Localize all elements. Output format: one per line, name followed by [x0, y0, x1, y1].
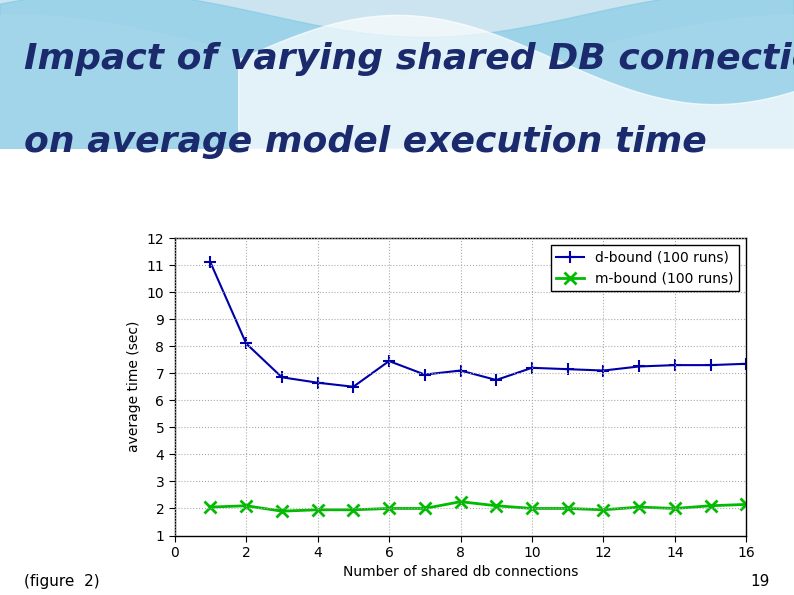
m-bound (100 runs) — [349, 506, 358, 513]
m-bound (100 runs) — [706, 502, 715, 509]
d-bound (100 runs) — [742, 360, 751, 367]
m-bound (100 runs) — [456, 498, 465, 505]
X-axis label: Number of shared db connections: Number of shared db connections — [343, 565, 578, 580]
m-bound (100 runs) — [277, 508, 287, 515]
d-bound (100 runs) — [491, 377, 501, 384]
m-bound (100 runs) — [599, 506, 608, 513]
m-bound (100 runs) — [527, 505, 537, 512]
Legend: d-bound (100 runs), m-bound (100 runs): d-bound (100 runs), m-bound (100 runs) — [551, 245, 739, 291]
d-bound (100 runs) — [349, 383, 358, 390]
Text: on average model execution time: on average model execution time — [24, 125, 707, 159]
d-bound (100 runs) — [313, 379, 322, 386]
d-bound (100 runs) — [563, 365, 572, 372]
Text: (figure  2): (figure 2) — [24, 574, 99, 589]
m-bound (100 runs) — [634, 503, 644, 511]
Line: d-bound (100 runs): d-bound (100 runs) — [205, 257, 752, 392]
m-bound (100 runs) — [241, 502, 251, 509]
Y-axis label: average time (sec): average time (sec) — [127, 321, 141, 452]
m-bound (100 runs) — [313, 506, 322, 513]
d-bound (100 runs) — [634, 363, 644, 370]
d-bound (100 runs) — [384, 358, 394, 365]
Text: Impact of varying shared DB connections: Impact of varying shared DB connections — [24, 42, 794, 76]
m-bound (100 runs) — [742, 501, 751, 508]
d-bound (100 runs) — [706, 362, 715, 369]
m-bound (100 runs) — [670, 505, 680, 512]
Text: 19: 19 — [751, 574, 770, 589]
d-bound (100 runs) — [527, 364, 537, 371]
m-bound (100 runs) — [420, 505, 430, 512]
d-bound (100 runs) — [241, 340, 251, 347]
d-bound (100 runs) — [599, 367, 608, 374]
m-bound (100 runs) — [563, 505, 572, 512]
m-bound (100 runs) — [384, 505, 394, 512]
d-bound (100 runs) — [277, 374, 287, 381]
d-bound (100 runs) — [456, 367, 465, 374]
m-bound (100 runs) — [491, 502, 501, 509]
d-bound (100 runs) — [206, 259, 215, 266]
Line: m-bound (100 runs): m-bound (100 runs) — [205, 496, 752, 516]
m-bound (100 runs) — [206, 503, 215, 511]
d-bound (100 runs) — [420, 371, 430, 378]
d-bound (100 runs) — [670, 362, 680, 369]
